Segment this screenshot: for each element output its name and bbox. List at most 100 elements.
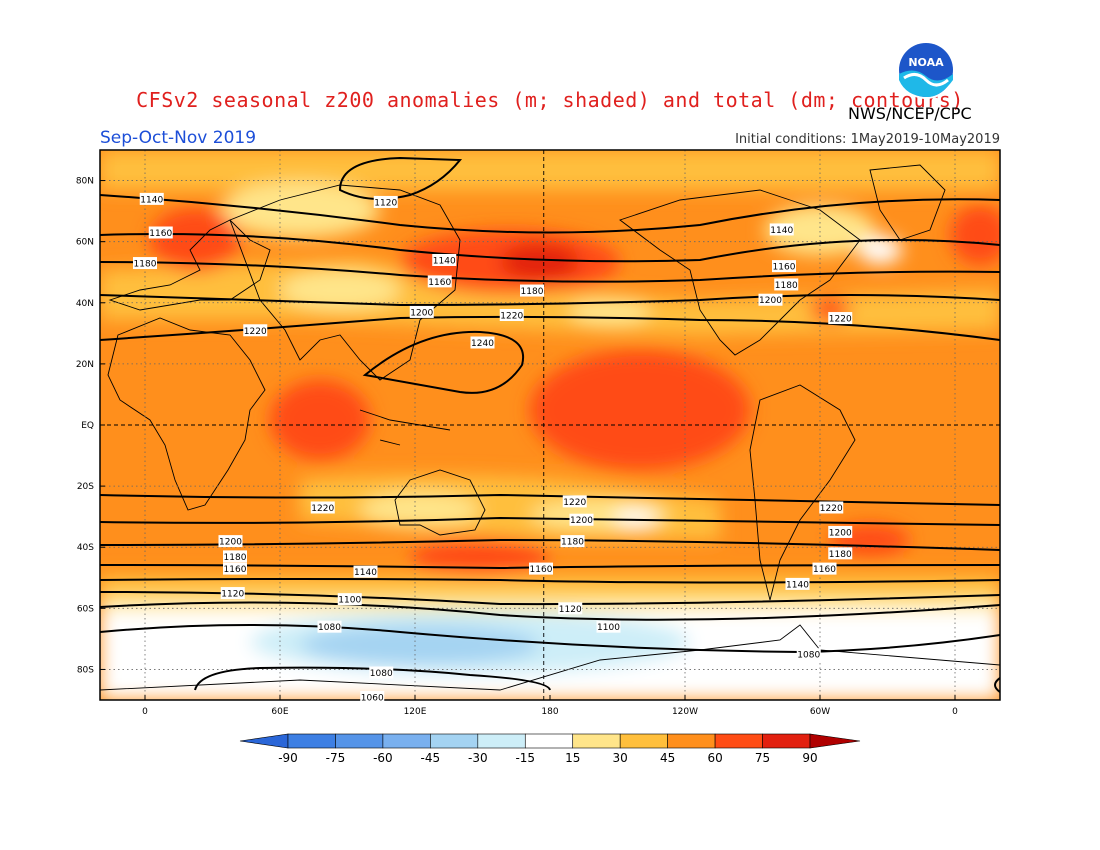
svg-text:1120: 1120: [221, 590, 244, 600]
svg-text:1220: 1220: [500, 312, 523, 322]
svg-text:1180: 1180: [829, 550, 852, 560]
colorbar-label: 15: [565, 751, 580, 765]
coast-south-america: [749, 384, 856, 601]
contour-label: 1080: [317, 620, 342, 633]
colorbar-label: -60: [373, 751, 393, 765]
colorbar-swatch: [572, 733, 621, 749]
coast-africa: [107, 317, 266, 511]
lat-tick-label: 60N: [76, 238, 94, 248]
contour-label: 1080: [369, 666, 394, 679]
colorbar-label: 75: [755, 751, 770, 765]
contour-label: 1100: [337, 593, 362, 606]
contour-label: 1200: [218, 535, 243, 548]
lon-tick-label: 120E: [404, 707, 427, 717]
colorbar-label: -45: [421, 751, 441, 765]
colorbar-label: -75: [326, 751, 346, 765]
svg-text:1160: 1160: [530, 565, 553, 575]
svg-text:1220: 1220: [311, 504, 334, 514]
chart-title: CFSv2 seasonal z200 anomalies (m; shaded…: [136, 88, 964, 112]
contour-label: 1180: [774, 278, 799, 291]
svg-text:1200: 1200: [829, 528, 852, 538]
svg-text:1120: 1120: [559, 605, 582, 615]
svg-text:1160: 1160: [428, 278, 451, 288]
contour-label: 1140: [139, 192, 164, 205]
lon-tick-label: 0: [142, 707, 148, 717]
anomaly-red-cpacific: [530, 350, 750, 470]
svg-text:1200: 1200: [570, 516, 593, 526]
contour-label: 1200: [409, 305, 434, 318]
anomaly-red-indian: [270, 380, 370, 460]
colorbar-label: -15: [515, 751, 535, 765]
contour-label: 1140: [785, 577, 810, 590]
lat-tick-label: 60S: [77, 604, 94, 614]
contour-label: 1180: [223, 550, 247, 563]
contour-label: 1100: [596, 620, 621, 633]
contour-1080-sh: [100, 624, 1000, 654]
coast-asia: [229, 184, 461, 381]
noaa-logo-text: NOAA: [908, 56, 944, 69]
svg-text:1160: 1160: [813, 565, 836, 575]
lat-tick-label: 20N: [76, 360, 94, 370]
contour-label: 1180: [520, 284, 544, 297]
svg-text:1120: 1120: [374, 198, 397, 208]
lon-tick-label: 60E: [271, 707, 288, 717]
svg-text:1180: 1180: [775, 281, 798, 291]
contour-label: 1160: [772, 260, 796, 273]
initial-conditions-label: Initial conditions: 1May2019-10May2019: [735, 132, 1000, 147]
colorbar-swatch: [287, 733, 336, 749]
contour-1200-nh: [100, 294, 1000, 307]
svg-text:1180: 1180: [521, 287, 544, 297]
contour-label: 1160: [812, 562, 837, 575]
svg-text:1160: 1160: [224, 565, 247, 575]
contour-label: 1060: [360, 690, 385, 703]
colorbar-arrow-left: [239, 733, 289, 749]
contour-label: 1180: [828, 547, 853, 560]
svg-text:1080: 1080: [370, 669, 393, 679]
contour-label: 1240: [470, 336, 495, 349]
contour-label: 1200: [569, 513, 594, 526]
colorbar-swatch: [477, 733, 526, 749]
contour-label: 1220: [310, 501, 335, 514]
anomaly-pale-asia: [280, 270, 400, 310]
lon-tick-label: 120W: [672, 707, 698, 717]
colorbar-label: 45: [660, 751, 675, 765]
colorbar-swatch: [430, 733, 479, 749]
svg-text:1220: 1220: [244, 327, 267, 337]
svg-text:1200: 1200: [410, 308, 433, 318]
lat-tick-label: 80S: [77, 665, 94, 675]
contour-label: 1160: [529, 562, 553, 575]
svg-text:1140: 1140: [140, 195, 163, 205]
colorbar-swatch: [619, 733, 668, 749]
lat-tick-label: 40S: [77, 543, 94, 553]
contour-1100-sh: [100, 601, 1000, 621]
contour-labels: 1140 1160 1180 1120 1140 1160 1180 1200 1220 1220…: [133, 192, 853, 703]
contour-1140-nh: [100, 194, 1000, 234]
contour-label: 1220: [562, 495, 587, 508]
contour-label: 1120: [220, 587, 245, 600]
svg-text:1200: 1200: [219, 538, 242, 548]
contour-1180-nh: [100, 261, 1000, 283]
contour-label: 1160: [223, 562, 247, 575]
colorbar-swatch: [762, 733, 811, 749]
lat-tick-label: 80N: [76, 177, 94, 187]
longitude-axis: 0 60E 120E 180 120W 60W 0: [142, 695, 958, 717]
colorbar-swatch: [382, 733, 431, 749]
anomaly-pale-siberia: [220, 182, 380, 238]
contour-label: 1160: [427, 275, 452, 288]
svg-text:1100: 1100: [338, 596, 361, 606]
contour-label: 1180: [133, 257, 157, 270]
svg-text:1180: 1180: [224, 553, 247, 563]
contour-1080-edge: [994, 677, 1000, 693]
svg-text:1160: 1160: [149, 229, 172, 239]
lon-tick-label: 0: [952, 707, 958, 717]
contour-1200-sh: [100, 516, 1000, 526]
svg-text:1140: 1140: [433, 257, 456, 267]
latitude-axis: 80N 60N 40N 20N EQ 20S 40S 60S 80S: [76, 177, 105, 675]
contour-label: 1140: [353, 565, 378, 578]
contour-label: 1120: [373, 195, 398, 208]
contour-label: 1180: [560, 535, 585, 548]
svg-text:1200: 1200: [759, 296, 782, 306]
svg-text:1220: 1220: [820, 504, 843, 514]
contour-label: 1140: [769, 223, 794, 236]
coast-europe: [108, 219, 271, 311]
